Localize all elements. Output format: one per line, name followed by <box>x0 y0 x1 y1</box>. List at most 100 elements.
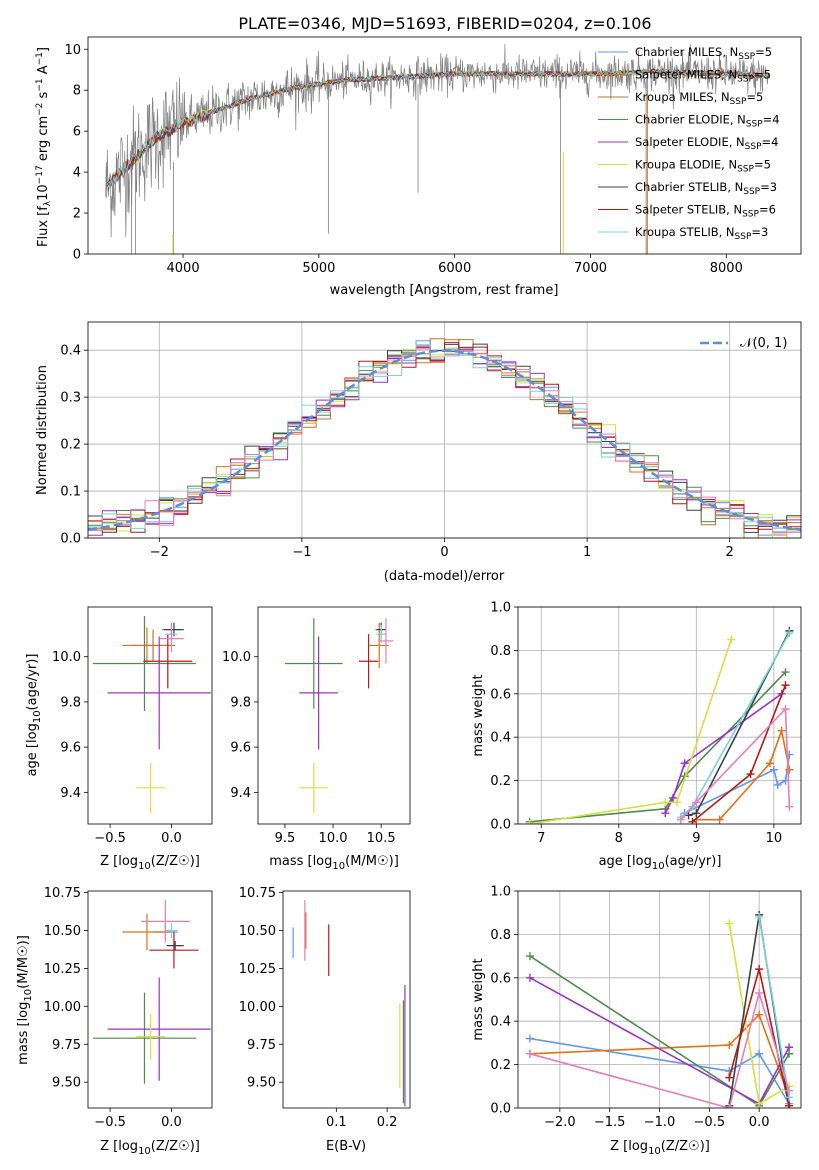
weight-marker <box>715 815 724 824</box>
y-tick-label: 0.1 <box>60 485 81 500</box>
x-tick-label: 8 <box>615 831 623 846</box>
plot-area <box>284 618 394 813</box>
x-tick-label: 8000 <box>710 261 743 276</box>
y-tick-label: 0.2 <box>490 1058 511 1073</box>
label-part: −1 <box>35 78 45 91</box>
weight-marker <box>725 1104 734 1108</box>
figure-title: PLATE=0346, MJD=51693, FIBERID=0204, z=0… <box>238 14 651 33</box>
x-tick-label: 0.1 <box>326 1115 347 1130</box>
weight-marker <box>777 726 786 735</box>
axes-frame <box>257 606 411 825</box>
legend-sub: SSP <box>737 165 754 175</box>
weight-marker <box>661 798 670 807</box>
weight-marker <box>661 809 670 818</box>
y-tick-label: 0.2 <box>60 438 81 453</box>
weight-marker <box>785 765 794 774</box>
y-tick-label: 10.0 <box>52 650 81 665</box>
x-tick-label: −1.0 <box>644 1115 676 1130</box>
label-part: Z [log <box>610 1139 648 1154</box>
label-part: (age/yr)] <box>665 854 722 869</box>
legend-sub: SSP <box>743 187 760 197</box>
panel-mass-vs-z: −0.5 0.0 9.50 9.75 10.00 10.25 10.50 10.75 Z [lo… <box>16 886 213 1157</box>
y-tick-label: 0.2 <box>490 774 511 789</box>
panel-mass-vs-ebv: 0.1 0.2 9.50 9.75 10.00 10.25 10.50 10.75 E(B-V) <box>239 886 411 1154</box>
weight-marker <box>785 1101 794 1108</box>
x-tick-label: 6000 <box>438 261 471 276</box>
legend-name: Chabrier MILES, N <box>635 45 738 59</box>
x-tick-label: 4000 <box>167 261 200 276</box>
y-tick-label: 10.0 <box>222 650 251 665</box>
y-tick-label: 1.0 <box>490 601 511 616</box>
y-tick-label: 10.00 <box>44 1000 81 1015</box>
y-tick-label: 10.50 <box>44 924 81 939</box>
plot-area <box>105 43 771 254</box>
weight-line-2 <box>529 671 787 823</box>
y-axis-label: mass weight <box>471 674 486 756</box>
weight-marker <box>755 1049 764 1058</box>
legend-entry: Chabrier MILES, NSSP=5 <box>635 45 772 62</box>
y-tick-label: 0.3 <box>60 391 81 406</box>
x-tick-label: 2 <box>726 545 734 560</box>
weight-marker <box>688 817 697 824</box>
axes-frame <box>87 321 802 539</box>
weight-marker <box>785 802 794 811</box>
x-tick-label: −1 <box>292 545 311 560</box>
model-line-kroupa-stelib <box>106 68 771 190</box>
weight-marker <box>676 815 685 824</box>
panel-mass-weight-vs-age: 7 8 9 10 0.0 0.2 0.4 0.6 0.8 1.0 mass weight age [l… <box>471 601 802 872</box>
y-tick-label: 0.8 <box>490 644 511 659</box>
legend-entry: Salpeter STELIB, NSSP=6 <box>635 203 776 220</box>
label-part: Z [log <box>100 854 138 869</box>
weight-marker <box>773 780 782 789</box>
y-tick-label: 4 <box>73 166 81 181</box>
y-tick-label: 9.8 <box>230 695 251 710</box>
label-part: s <box>36 91 51 102</box>
y-tick-label: 9.4 <box>60 786 81 801</box>
x-tick-label: −0.5 <box>94 831 126 846</box>
weight-marker <box>525 1049 534 1058</box>
plot-area <box>88 338 801 538</box>
x-tick-label: 9 <box>692 831 700 846</box>
legend-name: Salpeter ELODIE, N <box>635 135 745 149</box>
weight-marker <box>692 809 701 818</box>
legend-name: Kroupa STELIB, N <box>635 225 735 239</box>
y-tick-label: 0.0 <box>490 818 511 833</box>
legend-tail: =5 <box>755 45 772 59</box>
plot-area <box>525 910 794 1108</box>
label-part: mass [log <box>269 854 332 869</box>
label-sub: 10 <box>138 861 151 872</box>
weight-marker <box>755 1010 764 1019</box>
weight-marker <box>765 759 774 768</box>
weight-marker <box>684 811 693 820</box>
y-tick-label: 0.0 <box>490 1102 511 1117</box>
y-tick-label: 0.4 <box>490 1015 511 1030</box>
weight-marker <box>692 798 701 807</box>
weight-line-1 <box>529 1013 790 1098</box>
weight-marker <box>755 913 764 922</box>
legend-tail: =5 <box>754 68 771 82</box>
x-axis-label: Z [log10(Z/Z☉)] <box>100 854 200 872</box>
x-tick-label: 1 <box>583 545 591 560</box>
x-tick-label: 10.0 <box>319 831 348 846</box>
legend-sub: SSP <box>738 52 755 62</box>
x-axis-label: wavelength [Angstrom, rest frame] <box>330 283 559 298</box>
plot-area <box>92 900 211 1084</box>
axes-frame <box>517 890 802 1109</box>
y-axis-label: Normed distribution <box>35 365 50 495</box>
legend-name: Salpeter STELIB, N <box>635 203 742 217</box>
y-tick-label: 9.50 <box>247 1076 276 1091</box>
legend-name: Salpeter MILES, N <box>635 68 737 82</box>
weight-line-3 <box>664 693 783 814</box>
label-part: (M/M☉)] <box>16 935 31 989</box>
y-tick-label: 0.6 <box>490 971 511 986</box>
legend-name: Chabrier ELODIE, N <box>635 113 746 127</box>
panel-age-vs-z: −0.5 0.09.49.69.810.0Z [log10(Z/Z☉)]age [… <box>25 606 213 872</box>
histogram-step-8 <box>88 344 801 533</box>
histogram-step-9 <box>88 348 801 533</box>
legend-name: Kroupa ELODIE, N <box>635 158 737 172</box>
label-part: −1 <box>35 52 45 65</box>
x-tick-label: 10.5 <box>367 831 396 846</box>
label-sub: 10 <box>648 1146 661 1157</box>
x-tick-label: 0.0 <box>749 1115 770 1130</box>
